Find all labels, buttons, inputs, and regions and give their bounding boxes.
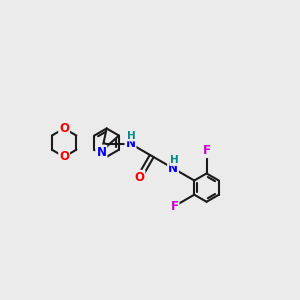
Text: N: N: [168, 162, 178, 175]
Text: O: O: [59, 150, 69, 163]
Text: H: H: [170, 155, 178, 165]
Text: H: H: [128, 131, 136, 141]
Text: F: F: [170, 200, 178, 213]
Text: F: F: [202, 144, 211, 157]
Text: O: O: [134, 171, 145, 184]
Text: O: O: [59, 122, 69, 135]
Text: S: S: [96, 146, 105, 158]
Text: N: N: [97, 146, 106, 159]
Text: N: N: [125, 137, 136, 150]
